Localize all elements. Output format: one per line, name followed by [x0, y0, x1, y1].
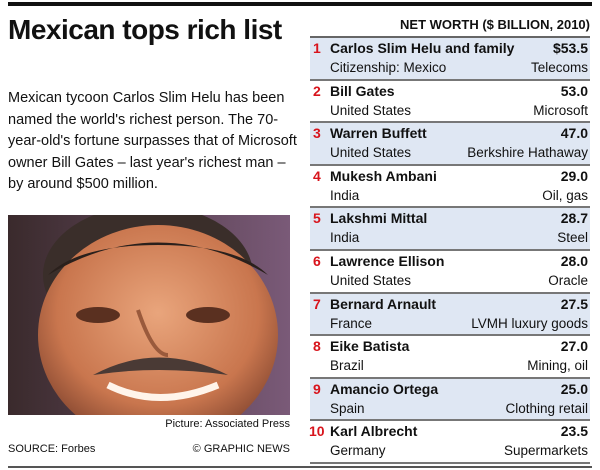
industry: Steel: [557, 230, 588, 246]
country: United States: [330, 272, 412, 288]
person-name: Warren Buffett: [330, 125, 427, 142]
rank: 10: [309, 423, 325, 440]
country: United States: [330, 145, 412, 161]
person-name: Lawrence Ellison: [330, 252, 445, 269]
rank: 4: [313, 167, 321, 184]
industry: LVMH luxury goods: [471, 315, 588, 331]
intro-text: Mexican tycoon Carlos Slim Helu has been…: [8, 90, 297, 192]
person-name: Bill Gates: [330, 82, 395, 99]
country: Spain: [330, 400, 365, 416]
net-worth: 29.0: [560, 167, 588, 184]
portrait-photo: [8, 215, 290, 415]
net-worth: $53.5: [552, 40, 588, 56]
table-header: NET WORTH ($ BILLION, 2010): [400, 17, 590, 32]
person-name: Bernard Arnault: [330, 295, 437, 312]
rank: 7: [313, 295, 321, 312]
net-worth: 23.5: [560, 423, 588, 440]
rank: 9: [313, 380, 321, 397]
net-worth: 53.0: [560, 82, 588, 99]
rank: 1: [313, 40, 321, 56]
rank: 3: [313, 125, 321, 142]
person-name: Karl Albrecht: [330, 423, 418, 440]
industry: Oracle: [548, 272, 588, 288]
table-row: 6 Lawrence Ellison 28.0 United States Orac…: [310, 251, 590, 294]
headline: Mexican tops rich list: [8, 14, 282, 45]
net-worth: 47.0: [560, 125, 588, 142]
country: United States: [330, 102, 412, 118]
country: Citizenship: Mexico: [330, 60, 447, 75]
table-row: 4 Mukesh Ambani 29.0 India Oil, gas: [310, 166, 590, 209]
credit-note: © GRAPHIC NEWS: [192, 443, 290, 455]
table-row: 2 Bill Gates 53.0 United States Microsoft: [310, 81, 590, 124]
industry: Clothing retail: [505, 400, 588, 416]
table-row: 10 Karl Albrecht 23.5 Germany Supermarkets: [309, 421, 590, 464]
source-note: SOURCE: Forbes: [8, 443, 96, 455]
net-worth: 28.0: [560, 252, 588, 269]
industry: Microsoft: [533, 102, 588, 118]
table-row: 1 Carlos Slim Helu and family $53.5 Citiz…: [310, 38, 590, 81]
country: India: [330, 187, 360, 203]
bottom-rule: [8, 466, 592, 468]
country: Brazil: [330, 358, 364, 374]
rank: 6: [313, 252, 321, 269]
table-row: 7 Bernard Arnault 27.5 France LVMH luxury …: [310, 293, 590, 337]
net-worth: 25.0: [560, 380, 588, 397]
industry: Supermarkets: [503, 443, 588, 459]
net-worth: 27.0: [560, 338, 588, 355]
photo-caption: Picture: Associated Press: [165, 418, 290, 430]
table-row: 8 Eike Batista 27.0 Brazil Mining, oil: [310, 336, 590, 379]
country: India: [330, 230, 360, 246]
industry: Berkshire Hathaway: [467, 145, 588, 161]
industry: Mining, oil: [527, 358, 588, 374]
country: Germany: [330, 443, 386, 459]
table-row: 5 Lakshmi Mittal 28.7 India Steel: [310, 208, 590, 251]
rank: 5: [313, 210, 321, 227]
person-name: Amancio Ortega: [330, 380, 439, 397]
table-row: 9 Amancio Ortega 25.0 Spain Clothing retai…: [310, 378, 590, 422]
rank: 8: [313, 338, 321, 355]
country: France: [330, 315, 373, 331]
net-worth: 28.7: [560, 210, 588, 227]
person-name: Lakshmi Mittal: [330, 210, 428, 227]
person-name: Eike Batista: [330, 338, 410, 355]
person-name: Carlos Slim Helu and family: [330, 40, 515, 56]
industry: Telecoms: [530, 60, 588, 75]
table-row: 3 Warren Buffett 47.0 United States Berksh…: [310, 123, 590, 166]
rich-list-table: 1 Carlos Slim Helu and family $53.5 Citiz…: [309, 36, 590, 464]
industry: Oil, gas: [542, 187, 588, 203]
rank: 2: [313, 82, 321, 99]
net-worth: 27.5: [560, 295, 588, 312]
top-rule: [8, 2, 592, 6]
person-name: Mukesh Ambani: [330, 167, 437, 184]
